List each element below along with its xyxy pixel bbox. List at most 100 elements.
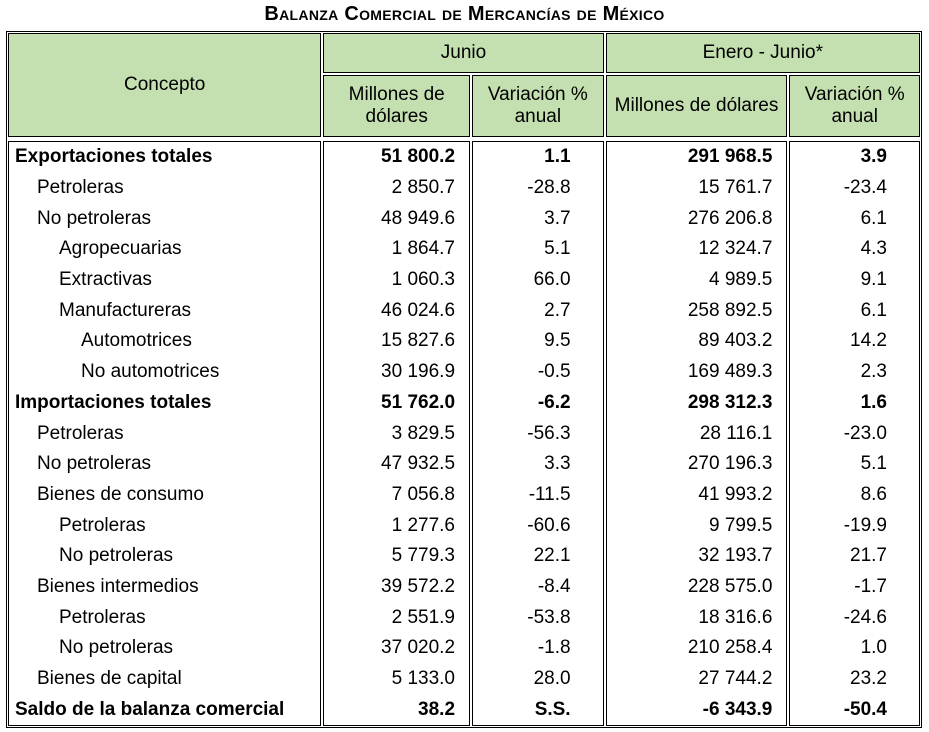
value-cell: 1 060.3 [323,264,471,296]
value-cell: -1.7 [789,571,920,603]
value-cell: -50.4 [789,694,920,727]
value-cell: 4.3 [789,234,920,265]
value-cell: -8.4 [472,571,604,603]
value-cell: 38.2 [323,694,471,727]
table-row: No petroleras 37 020.2 -1.8 210 258.4 1.0 [8,633,920,664]
value-cell: 1.0 [789,633,920,664]
value-cell: 89 403.2 [605,326,788,357]
header-cell: Millones de dólares [605,75,788,137]
value-cell: 12 324.7 [605,234,788,265]
value-cell: 9.5 [472,326,604,357]
value-cell: 8.6 [789,479,920,511]
value-cell: 23.2 [789,663,920,695]
table-row: Manufactureras 46 024.6 2.7 258 892.5 6.1 [8,295,920,327]
value-cell: -11.5 [472,479,604,511]
table-frame: Concepto Junio Enero - Junio* Millones d… [6,31,922,729]
value-cell: 15 827.6 [323,326,471,357]
value-cell: 5.1 [472,234,604,265]
label-cell: Saldo de la balanza comercial [8,694,322,727]
label-cell: Petroleras [8,418,322,449]
table-row: Petroleras 1 277.6 -60.6 9 799.5 -19.9 [8,510,920,541]
value-cell: 5 133.0 [323,663,471,695]
table-row: Importaciones totales 51 762.0 -6.2 298 312… [8,387,920,419]
value-cell: 2.7 [472,295,604,327]
label-cell: Bienes intermedios [8,571,322,603]
value-cell: 14.2 [789,326,920,357]
value-cell: -23.4 [789,172,920,204]
table-row: No petroleras 48 949.6 3.7 276 206.8 6.1 [8,203,920,235]
label-cell: Petroleras [8,602,322,633]
value-cell: 6.1 [789,203,920,235]
value-cell: 22.1 [472,540,604,572]
value-cell: 37 020.2 [323,633,471,664]
label-cell: Petroleras [8,172,322,204]
value-cell: 3 829.5 [323,418,471,449]
value-cell: 291 968.5 [605,141,788,173]
value-cell: -60.6 [472,510,604,541]
value-cell: 3.9 [789,141,920,173]
label-cell: No automotrices [8,356,322,388]
table-row: Petroleras 2 551.9 -53.8 18 316.6 -24.6 [8,602,920,633]
table-row: No petroleras 5 779.3 22.1 32 193.7 21.7 [8,540,920,572]
value-cell: 21.7 [789,540,920,572]
value-cell: 3.3 [472,448,604,480]
value-cell: -19.9 [789,510,920,541]
value-cell: 210 258.4 [605,633,788,664]
value-cell: 39 572.2 [323,571,471,603]
value-cell: -53.8 [472,602,604,633]
value-cell: 30 196.9 [323,356,471,388]
value-cell: 27 744.2 [605,663,788,695]
label-cell: No petroleras [8,448,322,480]
header-cell: Enero - Junio* [605,33,920,73]
value-cell: -0.5 [472,356,604,388]
value-cell: -56.3 [472,418,604,449]
header-cell: Variación % anual [789,75,920,137]
value-cell: 3.7 [472,203,604,235]
value-cell: -1.8 [472,633,604,664]
value-cell: 1 864.7 [323,234,471,265]
label-cell: Agropecuarias [8,234,322,265]
value-cell: 4 989.5 [605,264,788,296]
header-cell: Concepto [8,33,322,137]
value-cell: -23.0 [789,418,920,449]
value-cell: 47 932.5 [323,448,471,480]
header-cell: Junio [323,33,604,73]
value-cell: 66.0 [472,264,604,296]
table-row: No petroleras 47 932.5 3.3 270 196.3 5.1 [8,448,920,480]
value-cell: 9.1 [789,264,920,296]
label-cell: Bienes de consumo [8,479,322,511]
value-cell: 1 277.6 [323,510,471,541]
value-cell: 48 949.6 [323,203,471,235]
label-cell: No petroleras [8,203,322,235]
table-header: Concepto Junio Enero - Junio* Millones d… [6,31,922,139]
header-cell: Millones de dólares [323,75,471,137]
value-cell: 2 551.9 [323,602,471,633]
table-row: Bienes de consumo 7 056.8 -11.5 41 993.2 8.6 [8,479,920,511]
value-cell: 258 892.5 [605,295,788,327]
value-cell: 270 196.3 [605,448,788,480]
table-row: Petroleras 3 829.5 -56.3 28 116.1 -23.0 [8,418,920,449]
value-cell: 5 779.3 [323,540,471,572]
value-cell: 28 116.1 [605,418,788,449]
value-cell: 51 762.0 [323,387,471,419]
label-cell: No petroleras [8,633,322,664]
value-cell: 9 799.5 [605,510,788,541]
label-cell: Manufactureras [8,295,322,327]
table-row: Exportaciones totales 51 800.2 1.1 291 968.… [8,141,920,173]
value-cell: -6 343.9 [605,694,788,727]
value-cell: 1.1 [472,141,604,173]
title: Balanza Comercial de Mercancías de Méxic… [264,3,665,25]
value-cell: -28.8 [472,172,604,204]
value-cell: 51 800.2 [323,141,471,173]
value-cell: 228 575.0 [605,571,788,603]
table-body: Exportaciones totales 51 800.2 1.1 291 968.… [6,141,922,727]
table-row: Bienes intermedios 39 572.2 -8.4 228 575.0-… [8,571,920,603]
value-cell: 28.0 [472,663,604,695]
value-cell: 169 489.3 [605,356,788,388]
table-row: Bienes de capital 5 133.0 28.0 27 744.2 23.2 [8,663,920,695]
header-cell: Variación % anual [472,75,604,137]
value-cell: 7 056.8 [323,479,471,511]
value-cell: 15 761.7 [605,172,788,204]
table-row: Extractivas 1 060.3 66.0 4 989.5 9.1 [8,264,920,296]
